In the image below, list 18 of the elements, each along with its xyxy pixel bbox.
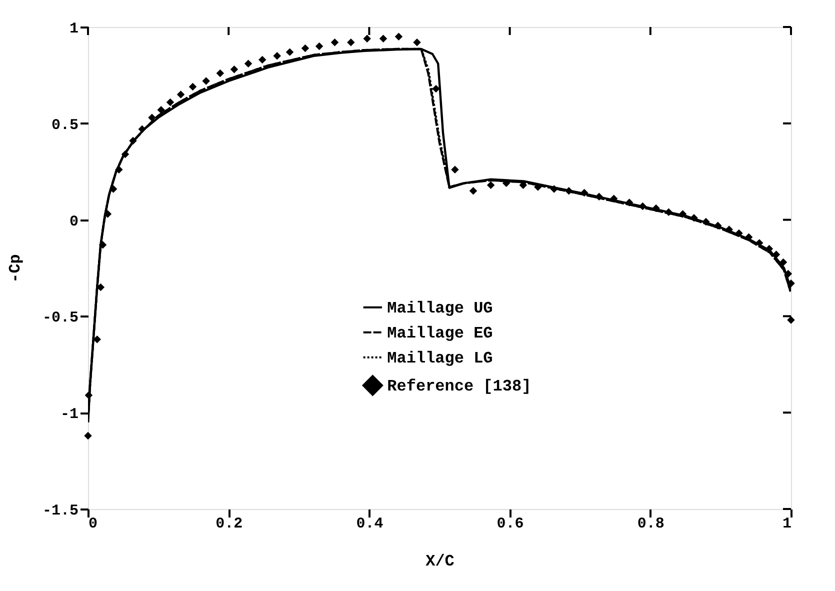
x-tick-label: 0	[88, 516, 98, 532]
x-tick-label: 0.2	[216, 516, 243, 532]
y-tick-label: -1	[60, 406, 78, 424]
x-axis-title: X/C	[426, 552, 455, 570]
legend-label: Maillage LG	[387, 349, 493, 368]
x-tick-label: 1	[782, 516, 792, 532]
y-tick-label: 0	[69, 213, 78, 230]
y-tick-label: -1.5	[42, 502, 78, 520]
legend-label: Reference [138]	[387, 377, 532, 396]
y-tick-label: 1	[69, 20, 78, 38]
legend-label: Maillage EG	[387, 324, 493, 342]
x-tick-label: 0.6	[496, 516, 524, 532]
y-axis-title: -Cp	[6, 254, 24, 283]
x-tick-label: 0.8	[637, 516, 664, 532]
y-tick-label: -0.5	[42, 310, 78, 327]
legend-label: Maillage UG	[387, 299, 493, 318]
y-tick-label: 0.5	[51, 116, 78, 134]
x-tick-label: 0.4	[356, 516, 384, 532]
